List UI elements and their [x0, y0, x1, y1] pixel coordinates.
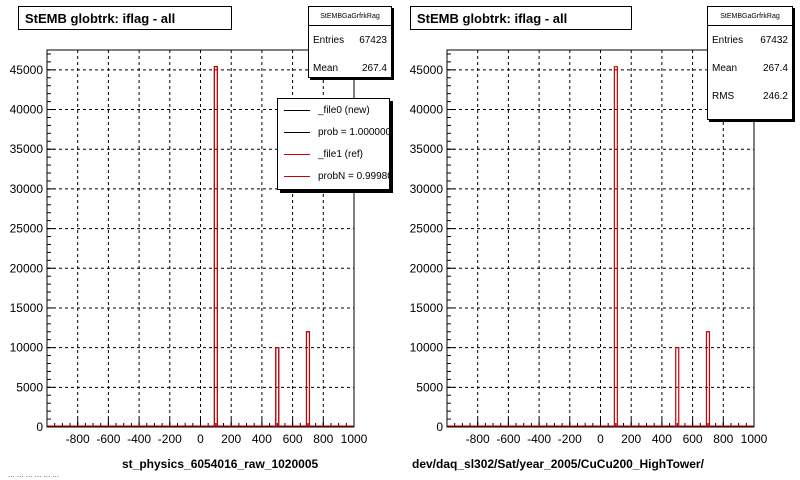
- legend-line-icon: [284, 175, 310, 177]
- y-tick-label: 15000: [10, 301, 44, 315]
- x-tick-label: 800: [313, 432, 333, 446]
- legend-line-icon: [284, 153, 310, 155]
- stats-value: 246.2: [762, 90, 788, 102]
- y-tick-label: 30000: [10, 182, 44, 196]
- y-tick-label: 10000: [410, 341, 444, 355]
- stats-label: RMS: [712, 90, 735, 102]
- legend-label: _file0 (new): [318, 104, 370, 116]
- y-tick-label: 45000: [410, 63, 444, 77]
- stats-label: Mean: [313, 62, 339, 74]
- histogram-plot: -800 -600 -400 -200 0 200 400 600 800 10000500010…: [410, 49, 768, 446]
- x-tick-label: 600: [683, 432, 703, 446]
- x-tick-label: -400: [527, 432, 551, 446]
- legend: _file0 (new) prob = 1.000000 _file1 (ref…: [277, 98, 390, 190]
- stats-row-entries: Entries 67432: [708, 26, 792, 54]
- x-tick-label: 1000: [741, 432, 768, 446]
- stats-value: 67432: [760, 34, 788, 46]
- histogram-bar: [305, 331, 311, 427]
- legend-label: prob = 1.000000: [318, 126, 390, 138]
- x-tick-label: 200: [621, 432, 641, 446]
- y-tick-label: 10000: [10, 341, 44, 355]
- y-tick-label: 5000: [16, 380, 43, 394]
- x-tick-label: -600: [496, 432, 520, 446]
- x-tick-label: -800: [466, 432, 490, 446]
- x-tick-label: -200: [158, 432, 182, 446]
- x-tick-label: -800: [66, 432, 90, 446]
- stats-row-entries: Entries 67423: [309, 26, 391, 54]
- x-tick-label: 0: [597, 432, 604, 446]
- stats-box: StEMBGaGrfrkRag Entries 67423 Mean 267.4: [308, 6, 392, 78]
- x-axis-label: dev/daq_sl302/Sat/year_2005/CuCu200_High…: [412, 457, 704, 471]
- histogram-panel-file1: -800 -600 -400 -200 0 200 400 600 800 1000 0 5000 10…: [400, 0, 800, 480]
- stats-row-rms: RMS 246.2: [708, 82, 792, 110]
- y-tick-label: 0: [436, 420, 443, 434]
- legend-entry: _file0 (new): [278, 99, 389, 121]
- stats-label: Mean: [712, 62, 738, 74]
- y-tick-label: 35000: [410, 142, 444, 156]
- x-tick-label: 400: [652, 432, 672, 446]
- x-tick-label: 600: [283, 432, 303, 446]
- x-tick-label: 200: [221, 432, 241, 446]
- histogram-plot: -800 -600 -400 -200 0 200 400 600 800 10000500010…: [10, 49, 368, 446]
- histogram-bar: [213, 66, 218, 427]
- legend-entry: _file1 (ref): [278, 143, 389, 165]
- legend-line-icon: [284, 131, 310, 133]
- y-tick-label: 45000: [10, 63, 44, 77]
- stats-header: StEMBGaGrfrkRag: [708, 7, 792, 26]
- x-axis-label: st_physics_6054016_raw_1020005: [122, 457, 319, 471]
- y-tick-label: 40000: [10, 103, 44, 117]
- histogram-bar: [705, 331, 711, 427]
- stats-row-mean: Mean 267.4: [309, 54, 391, 77]
- footer-note: ... ... ... ... ... ...: [8, 470, 60, 479]
- stats-label: Entries: [313, 34, 345, 46]
- legend-entry: prob = 1.000000: [278, 121, 389, 143]
- x-tick-label: 400: [252, 432, 272, 446]
- histogram-panel-file0: -800 -600 -400 -200 0 200 400 600 800 1000 0 5000 10…: [8, 6, 392, 479]
- stats-value: 67423: [359, 34, 387, 46]
- x-tick-label: 0: [197, 432, 204, 446]
- y-tick-label: 25000: [10, 222, 44, 236]
- y-tick-label: 25000: [410, 222, 444, 236]
- legend-entry: probN = 0.99980: [278, 165, 389, 187]
- y-tick-label: 15000: [410, 301, 444, 315]
- x-tick-label: 800: [713, 432, 733, 446]
- stats-box: StEMBGaGrfrkRag Entries 67432 Mean 267.4…: [707, 6, 793, 120]
- stats-value: 267.4: [762, 62, 788, 74]
- legend-line-icon: [284, 109, 310, 111]
- x-tick-label: -200: [558, 432, 582, 446]
- y-tick-label: 0: [36, 420, 43, 434]
- histogram-title: StEMB globtrk: iflag - all: [410, 6, 632, 30]
- x-tick-label: -400: [127, 432, 151, 446]
- legend-label: _file1 (ref): [318, 148, 364, 160]
- y-tick-label: 40000: [410, 103, 444, 117]
- stats-header: StEMBGaGrfrkRag: [309, 7, 391, 26]
- y-tick-label: 20000: [410, 261, 444, 275]
- histogram-bar: [275, 347, 280, 427]
- y-tick-label: 35000: [10, 142, 44, 156]
- stats-value: 267.4: [361, 62, 387, 74]
- legend-label: probN = 0.99980: [318, 170, 390, 182]
- stats-row-mean: Mean 267.4: [708, 54, 792, 82]
- y-tick-label: 5000: [416, 380, 443, 394]
- y-tick-label: 30000: [410, 182, 444, 196]
- histogram-bar: [675, 347, 680, 427]
- x-tick-label: -600: [96, 432, 120, 446]
- x-tick-label: 1000: [341, 432, 368, 446]
- histogram-bar: [613, 66, 618, 427]
- histogram-title: StEMB globtrk: iflag - all: [18, 6, 232, 30]
- stats-label: Entries: [712, 34, 744, 46]
- y-tick-label: 20000: [10, 261, 44, 275]
